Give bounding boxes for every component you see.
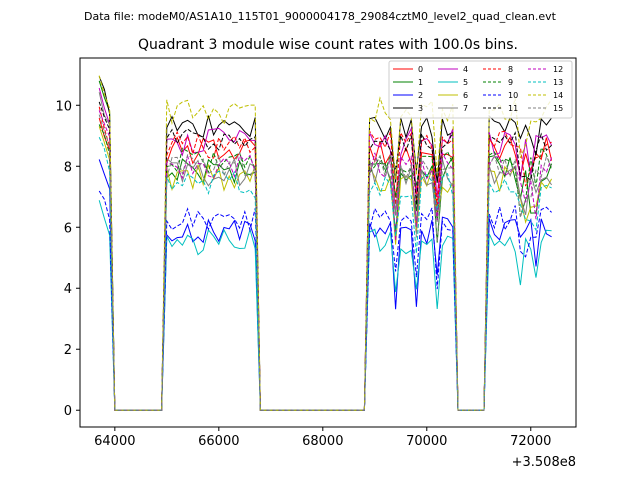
y-tick-label: 8 — [64, 160, 72, 175]
series-line-2 — [98, 159, 552, 411]
y-axis: 0 2 4 6 8 10 — [55, 99, 80, 419]
x-axis: 64000 66000 68000 70000 72000 — [94, 427, 551, 449]
x-tick-label: 70000 — [406, 434, 447, 449]
legend-label-9: 9 — [508, 78, 513, 87]
legend-label-3: 3 — [418, 104, 423, 113]
x-tick-label: 66000 — [198, 434, 239, 449]
legend-label-11: 11 — [508, 104, 518, 113]
legend-label-13: 13 — [553, 78, 563, 87]
legend-label-0: 0 — [418, 65, 423, 74]
legend-label-15: 15 — [553, 104, 563, 113]
legend-label-4: 4 — [463, 65, 468, 74]
legend-label-6: 6 — [463, 91, 468, 100]
legend-label-14: 14 — [553, 91, 563, 100]
legend-box — [388, 60, 573, 119]
legend-label-2: 2 — [418, 91, 423, 100]
chart-suptitle: Data file: modeM0/AS1A10_115T01_90000041… — [84, 10, 557, 23]
series-line-5 — [98, 200, 552, 411]
y-tick-label: 10 — [55, 99, 72, 114]
x-tick-label: 68000 — [302, 434, 343, 449]
legend-label-5: 5 — [463, 78, 468, 87]
chart-title: Quadrant 3 module wise count rates with … — [138, 37, 518, 53]
legend-label-12: 12 — [553, 65, 563, 74]
legend-label-8: 8 — [508, 65, 513, 74]
legend-label-1: 1 — [418, 78, 423, 87]
legend-label-7: 7 — [463, 104, 468, 113]
plot-area — [79, 57, 577, 428]
y-tick-label: 4 — [64, 282, 72, 297]
series-line-11 — [98, 101, 552, 411]
y-tick-label: 6 — [64, 221, 72, 236]
x-tick-label: 64000 — [94, 434, 135, 449]
x-tick-label: 72000 — [510, 434, 551, 449]
legend-label-10: 10 — [508, 91, 518, 100]
series-layer — [98, 75, 553, 411]
axes-frame — [79, 57, 577, 428]
series-line-10 — [98, 190, 552, 411]
series-line-8 — [98, 106, 552, 411]
y-tick-label: 2 — [64, 343, 72, 358]
series-line-15 — [98, 114, 553, 411]
y-tick-label: 0 — [64, 404, 72, 419]
x-offset-label: +3.508e8 — [512, 455, 576, 470]
